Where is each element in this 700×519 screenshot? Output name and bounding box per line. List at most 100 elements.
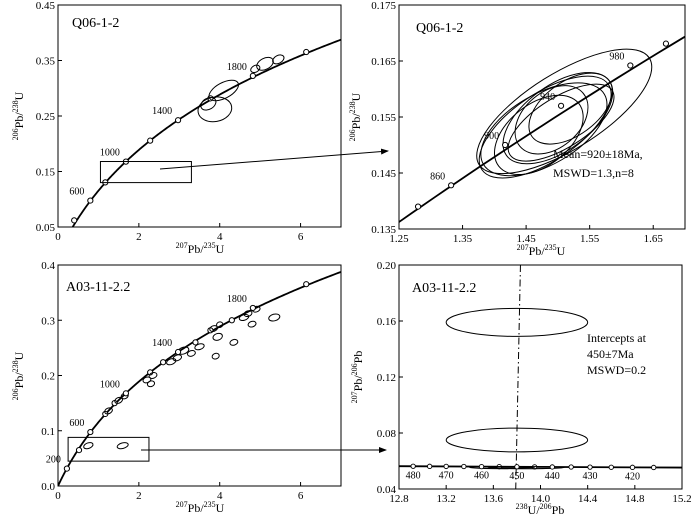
error-ellipse: [486, 465, 536, 469]
concordia-age-mark: [174, 117, 182, 124]
panel-d-xtick-label: 14.8: [625, 493, 645, 505]
panel-c-xtick-label: 6: [298, 490, 304, 502]
panel-b: 860 900 940 980 Q06-1-2 Mean=920±18Ma, MSWD…: [348, 0, 686, 258]
error-ellipse: [514, 85, 589, 155]
concordia-age-mark: [228, 317, 235, 324]
panel-c-xtick-label: 4: [217, 490, 223, 502]
error-ellipse: [208, 79, 239, 102]
panel-c-content: 200 600 1000 1400 1800: [46, 270, 341, 486]
panel-d-annotation-line3: MSWD=0.2: [587, 363, 646, 377]
panel-b-ytick-label: 0.145: [371, 168, 396, 180]
panel-c-xtick-label: 2: [136, 490, 142, 502]
tw-age-mark: [549, 464, 555, 470]
error-ellipse: [148, 372, 158, 379]
age-label: 860: [430, 171, 445, 182]
panel-d-ytick-label: 0.12: [377, 372, 396, 384]
panel-d-ytick-label: 0.16: [377, 316, 397, 328]
panel-b-xtick-label: 1.25: [389, 233, 409, 245]
panel-b-plot-area: [399, 35, 685, 224]
panel-a-ytick-label: 0.15: [36, 167, 56, 179]
error-ellipse: [480, 82, 608, 177]
error-ellipse: [445, 427, 589, 453]
panel-a-xtick-label: 2: [136, 231, 142, 243]
concordia-age-mark: [192, 339, 199, 346]
panel-a-xtick-label: 6: [298, 231, 304, 243]
concordia-age-mark: [249, 304, 256, 312]
panel-b-ylabel: 206Pb/238U: [348, 92, 363, 141]
concordia-age-mark: [627, 62, 634, 69]
panel-c-ylabel: 206Pb/238U: [11, 351, 26, 400]
age-label: 900: [484, 131, 499, 142]
panel-c-title: A03-11-2.2: [66, 280, 130, 295]
panel-a-ytick-label: 0.05: [36, 222, 56, 234]
panel-b-ytick-label: 0.155: [371, 112, 396, 124]
error-ellipse: [229, 338, 239, 346]
age-label: 1000: [100, 379, 120, 390]
error-ellipse: [83, 442, 94, 450]
tw-age-mark: [629, 464, 636, 470]
zoom-arrow-top: [159, 148, 389, 170]
panel-b-xtick-label: 1.45: [516, 233, 536, 245]
concordia-curve: [58, 270, 341, 486]
panel-a-content: 600 1000 1400 1800: [69, 38, 341, 227]
panel-d-title: A03-11-2.2: [412, 281, 476, 296]
error-ellipse: [493, 94, 584, 176]
panel-a-ytick-label: 0.25: [36, 111, 56, 123]
panel-d-plot-area: [399, 265, 682, 489]
panel-a-ticks: 0 2 4 6 0.05 0.15 0.25 0.35 0.45: [36, 0, 304, 243]
panel-c-ytick-label: 0.1: [41, 426, 55, 438]
age-label: 600: [69, 187, 84, 198]
error-ellipse: [116, 442, 129, 450]
panel-c-ticks: 0 2 4 6 0.0 0.1 0.2 0.3 0.4: [41, 260, 304, 502]
tw-age-label: 480: [406, 470, 421, 481]
concordia-age-mark: [75, 446, 83, 454]
panel-b-ytick-label: 0.135: [371, 224, 396, 236]
tw-age-label: 440: [545, 471, 560, 482]
panel-d-ticks: 12.8 13.2 13.6 14.0 14.4 14.8 15.2 0.04 0.08 0.12…: [377, 260, 692, 505]
panel-b-annotation-line2: MSWD=1.3,n=8: [553, 166, 634, 180]
panel-b-frame: [398, 4, 686, 230]
error-ellipse: [166, 358, 177, 366]
age-label: 1400: [152, 106, 172, 117]
tw-age-mark: [608, 464, 614, 470]
error-ellipse: [216, 321, 224, 328]
tw-age-mark: [443, 463, 449, 470]
tw-age-mark: [651, 464, 657, 471]
tw-age-mark: [568, 464, 574, 470]
error-ellipse: [104, 407, 113, 415]
age-label: 600: [69, 418, 84, 429]
panel-d-ytick-label: 0.04: [377, 484, 397, 496]
error-ellipse: [272, 54, 285, 65]
panel-d-xtick-label: 15.2: [672, 493, 691, 505]
panel-d-ytick-label: 0.20: [377, 260, 397, 272]
panel-c-xlabel: 207Pb/235U: [176, 500, 225, 515]
age-label: 940: [540, 92, 555, 103]
error-ellipse: [268, 313, 281, 322]
panel-a-xtick-label: 0: [55, 231, 61, 243]
concordia-age-mark: [63, 465, 70, 472]
error-ellipse: [194, 343, 205, 351]
concordia-age-mark: [662, 40, 670, 47]
concordia-age-mark: [414, 203, 422, 210]
tw-age-mark: [514, 464, 520, 470]
panel-b-xtick-label: 1.65: [644, 233, 664, 245]
intercept-line: [515, 265, 521, 489]
error-ellipse: [200, 97, 217, 111]
panel-c-ytick-label: 0.0: [41, 481, 55, 493]
panel-a-ytick-label: 0.45: [36, 0, 56, 12]
inset-box: [99, 161, 192, 184]
error-ellipse: [528, 72, 613, 145]
panel-d-xtick-label: 13.2: [437, 493, 456, 505]
panel-d-xtick-label: 13.6: [484, 493, 504, 505]
concordia-age-mark: [557, 102, 565, 109]
concordia-age-mark: [87, 428, 94, 436]
error-ellipse: [212, 332, 223, 341]
age-label: 1800: [227, 294, 247, 305]
concordia-age-mark: [87, 197, 94, 204]
error-ellipse: [172, 354, 183, 362]
panel-d-ylabel: 207Pb/206Pb: [350, 351, 365, 404]
panel-a: 600 1000 1400 1800 Q06-1-2 0 2 4 6 0.05 0.15 0.25…: [11, 0, 342, 256]
concordia-curve: [399, 35, 685, 224]
error-ellipse: [247, 320, 257, 328]
error-ellipse: [502, 71, 614, 165]
